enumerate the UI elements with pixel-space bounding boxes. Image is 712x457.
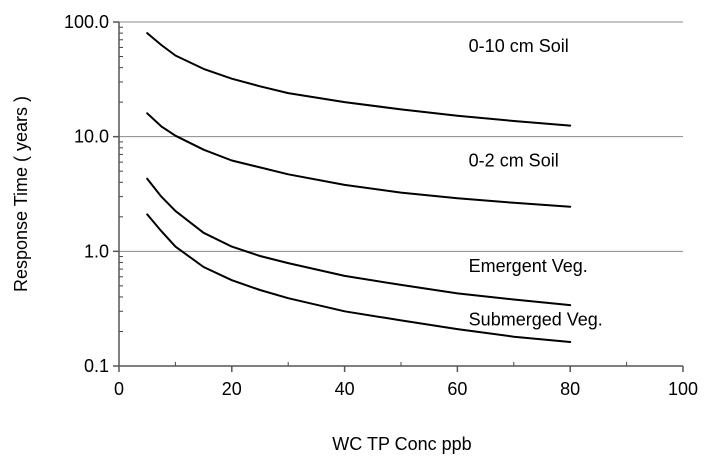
y-axis-title: Response Time ( years ): [11, 96, 31, 292]
label-layer: 0.1 1.0 10.0 100.0 0 20 40 60 80 100 0-10 cm Soil 0…: [64, 12, 698, 399]
y-tick-label: 0.1: [84, 356, 109, 376]
series-layer: [146, 32, 572, 343]
y-tick-label: 100.0: [64, 12, 109, 32]
x-tick-label: 40: [335, 379, 355, 399]
curve-label-1: 0-10 cm Soil: [469, 36, 569, 56]
series-line-4: [146, 213, 572, 343]
curve-label-3: Emergent Veg.: [469, 256, 588, 276]
x-tick-label: 80: [560, 379, 580, 399]
curve-label-2: 0-2 cm Soil: [469, 150, 559, 170]
x-tick-label: 100: [668, 379, 698, 399]
series-line-3: [146, 177, 572, 307]
y-tick-label: 1.0: [84, 241, 109, 261]
grid-layer: [119, 21, 683, 252]
x-tick-label: 20: [222, 379, 242, 399]
y-tick-label: 10.0: [74, 127, 109, 147]
series-line-1: [146, 32, 572, 127]
series-line-2: [146, 112, 572, 208]
curve-label-4: Submerged Veg.: [469, 310, 603, 330]
axis-layer: [113, 21, 684, 372]
x-axis-title: WC TP Conc ppb: [332, 434, 471, 454]
x-tick-label: 0: [114, 379, 124, 399]
x-tick-label: 60: [447, 379, 467, 399]
